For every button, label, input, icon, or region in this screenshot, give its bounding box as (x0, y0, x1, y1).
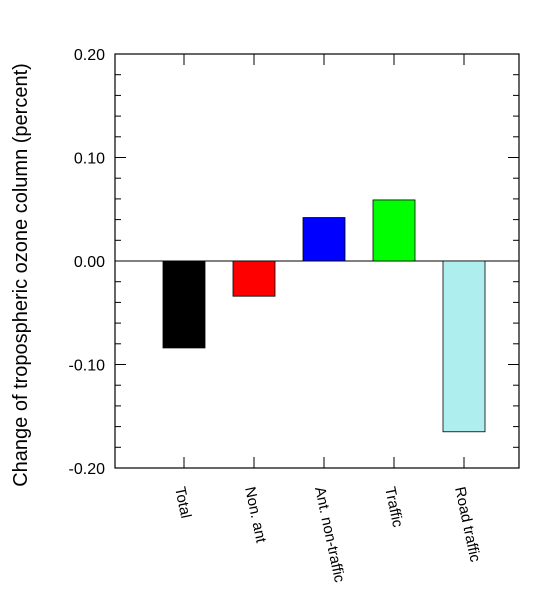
bar-traffic (372, 199, 416, 262)
category-label: Road traffic (451, 485, 484, 564)
y-tick-label: 0.00 (74, 254, 105, 271)
category-label: Ant. non-traffic (311, 485, 348, 584)
axis-ticks (115, 53, 519, 469)
y-tick-labels: -0.20 -0.10 0.00 0.10 0.20 (69, 47, 106, 478)
plot-frame (114, 53, 520, 469)
y-tick-label: 0.20 (74, 47, 105, 64)
bar-ant-non-traffic (302, 217, 346, 262)
category-label: Non. ant (241, 485, 270, 545)
y-axis-label: Change of tropospheric ozone column (per… (10, 63, 32, 487)
y-tick-label: 0.10 (74, 151, 105, 168)
bar-non-ant (232, 260, 276, 297)
category-label: Total (171, 485, 194, 520)
y-tick-label: -0.10 (69, 358, 106, 375)
category-label: Traffic (381, 485, 406, 529)
bar-total (162, 260, 206, 349)
category-labels: Total Non. ant Ant. non-traffic Traffic Road… (171, 485, 484, 584)
y-tick-label: -0.20 (69, 461, 106, 478)
bar-road-traffic (442, 260, 486, 433)
bars (162, 199, 486, 433)
